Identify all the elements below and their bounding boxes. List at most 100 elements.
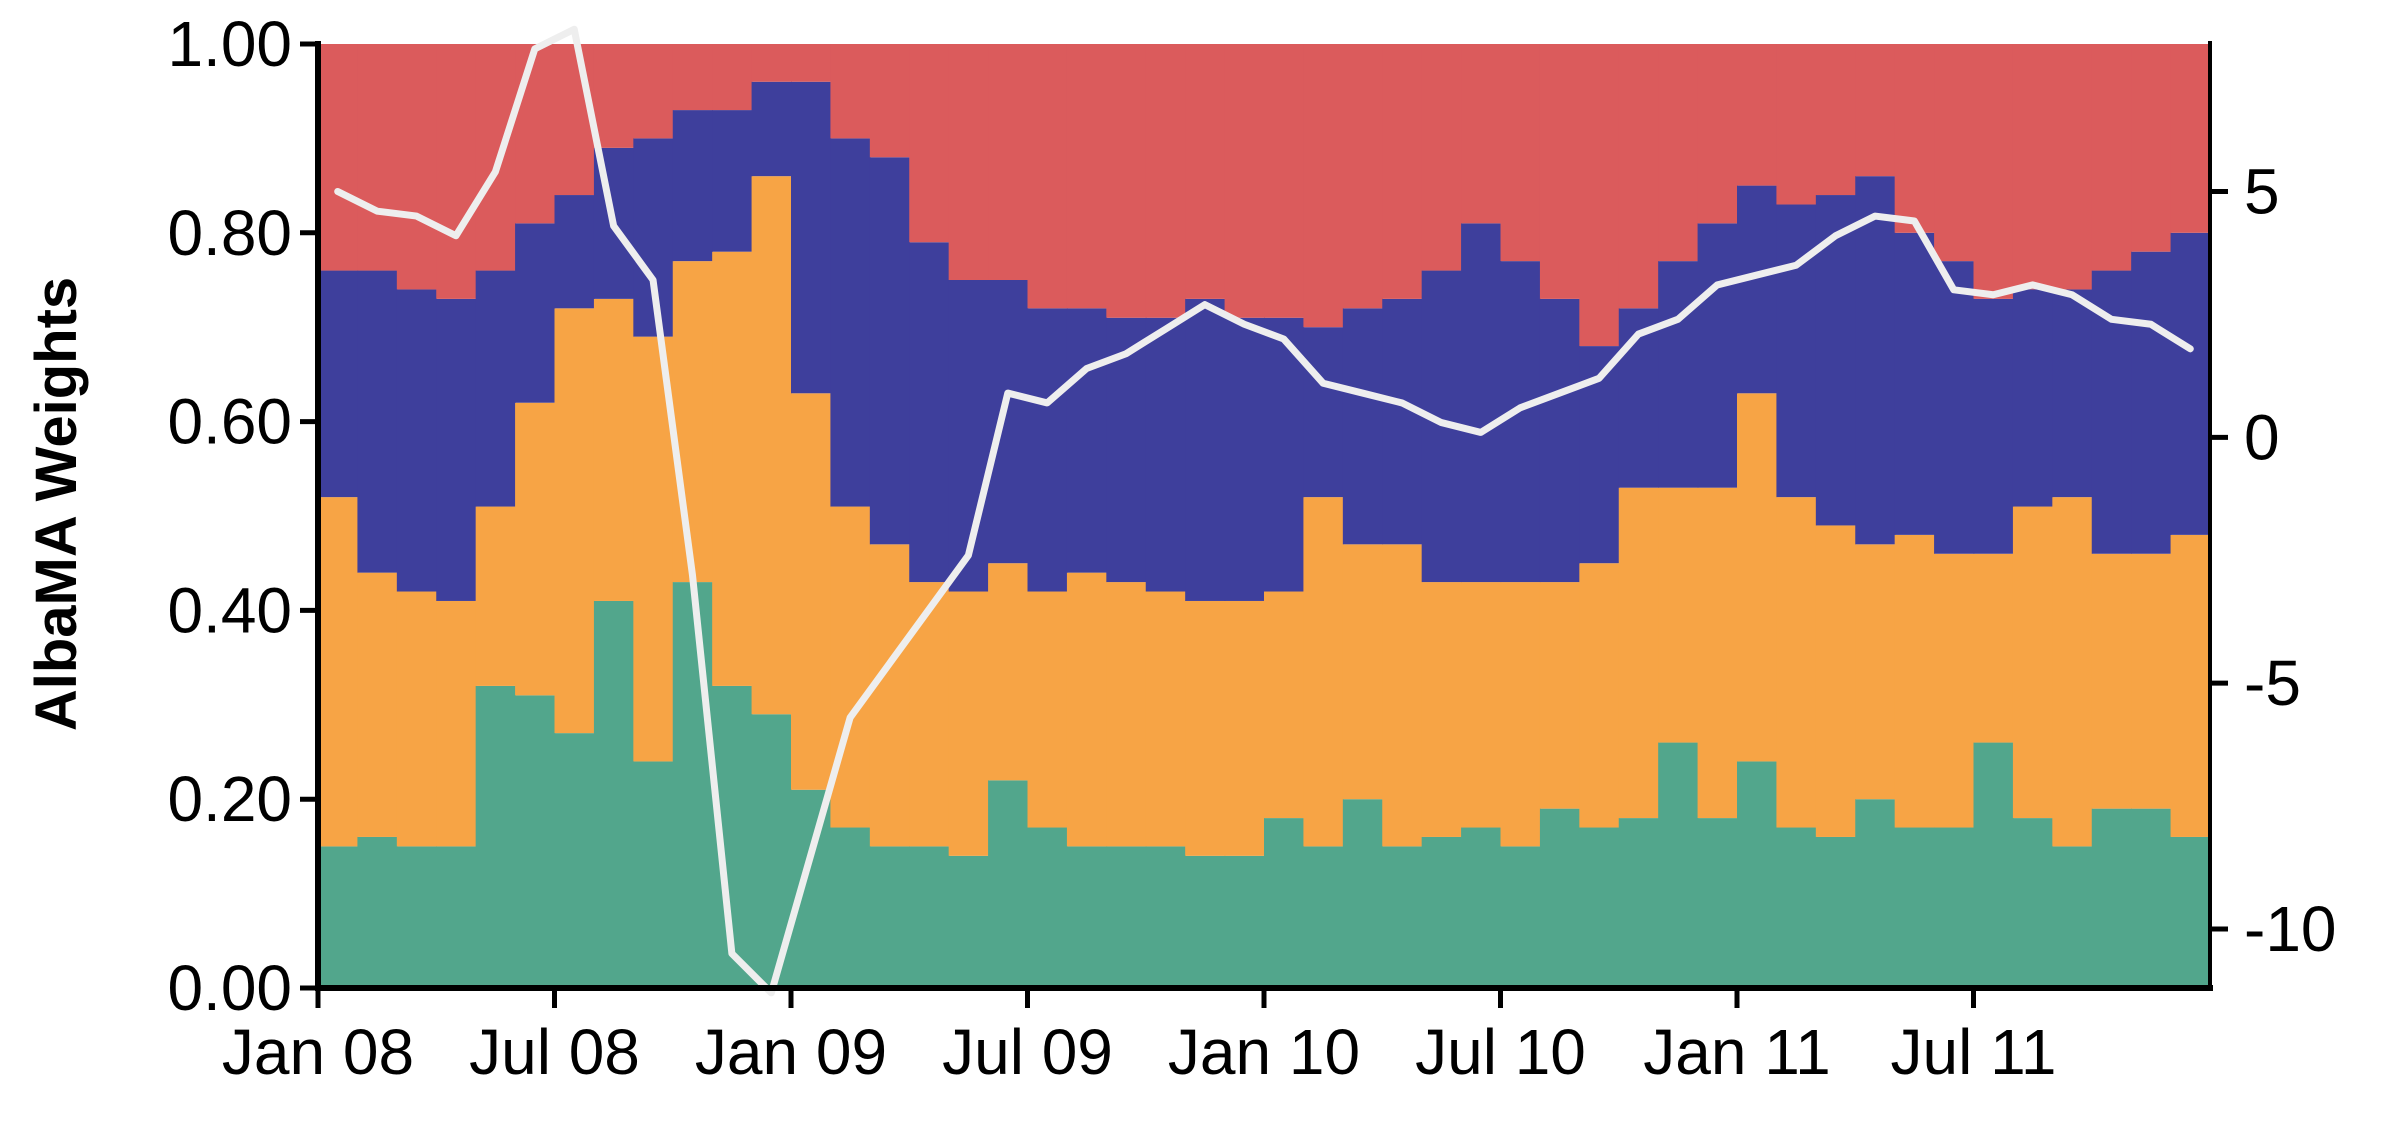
bar-segment-green	[396, 846, 438, 988]
bar-segment-orange	[909, 582, 950, 847]
bar-segment-orange	[1027, 591, 1068, 828]
bar-segment-green	[1618, 818, 1659, 988]
bar-segment-orange	[751, 176, 792, 715]
bar-segment-blue	[554, 195, 595, 309]
bar-segment-green	[1776, 827, 1817, 988]
bar-segment-blue	[515, 223, 556, 403]
bar-segment-green	[1145, 846, 1186, 988]
bar-segment-orange	[1815, 525, 1857, 837]
y-tick-label: 0.20	[167, 763, 292, 835]
y-tick-label: 0.60	[167, 386, 292, 458]
bar-segment-red	[515, 44, 556, 224]
bar-segment-red	[1618, 44, 1659, 309]
x-tick-label: Jan 10	[1168, 1016, 1360, 1088]
bar-segment-orange	[1776, 497, 1817, 828]
x-tick-label: Jan 11	[1643, 1016, 1830, 1088]
bar-segment-red	[1815, 44, 1857, 196]
bar-segment-orange	[1500, 582, 1541, 847]
bar-segment-orange	[475, 506, 516, 686]
bar-segment-green	[1973, 742, 2014, 988]
bar-segment-blue	[1500, 261, 1541, 583]
bar-segment-blue	[830, 138, 871, 507]
bar-segment-orange	[791, 393, 832, 790]
bar-segment-red	[791, 44, 832, 82]
bar-segment-red	[1421, 44, 1462, 271]
bar-segment-blue	[1264, 317, 1305, 592]
bar-segment-orange	[1106, 582, 1147, 847]
bar-segment-blue	[1461, 223, 1502, 583]
bar-segment-green	[830, 827, 871, 988]
bar-segment-blue	[2170, 232, 2211, 535]
bar-segment-orange	[1303, 497, 1344, 847]
bar-segment-orange	[1973, 553, 2014, 743]
bar-segment-blue	[1027, 308, 1068, 592]
bar-segment-green	[1579, 827, 1620, 988]
bar-segment-red	[1697, 44, 1738, 224]
bar-segment-blue	[1382, 298, 1423, 545]
bar-segment-green	[672, 582, 713, 988]
bar-segment-blue	[1185, 298, 1226, 601]
bar-segment-orange	[318, 497, 359, 847]
bar-segment-green	[1658, 742, 1699, 988]
bar-segment-red	[1027, 44, 1068, 309]
bar-segment-red	[2091, 44, 2132, 271]
bar-segment-red	[1658, 44, 1699, 262]
bar-segment-orange	[1579, 563, 1620, 828]
bar-segment-red	[633, 44, 674, 139]
bar-segment-green	[436, 846, 477, 988]
bar-segment-green	[1855, 799, 1896, 988]
bar-segment-green	[554, 733, 595, 988]
y-tick-label: 1.00	[167, 8, 292, 80]
bar-segment-orange	[357, 572, 398, 837]
x-tick-label: Jul 08	[469, 1016, 640, 1088]
y-tick-label: 0.40	[167, 574, 292, 646]
bar-segment-blue	[909, 242, 950, 583]
bar-segment-orange	[515, 402, 556, 696]
bar-segment-blue	[1145, 317, 1186, 592]
bar-segment-blue	[436, 298, 477, 601]
bar-segment-orange	[1658, 487, 1699, 743]
bar-segment-blue	[1224, 317, 1265, 601]
bar-segment-blue	[869, 157, 911, 545]
bar-segment-green	[1185, 855, 1226, 988]
bar-segment-red	[1185, 44, 1226, 299]
bar-segment-orange	[1855, 544, 1896, 800]
bar-segment-orange	[1185, 600, 1226, 856]
bar-segment-blue	[791, 81, 832, 394]
bar-segment-orange	[593, 298, 635, 601]
bar-segment-red	[1461, 44, 1502, 224]
x-tick-label: Jan 08	[222, 1016, 414, 1088]
bar-segment-red	[672, 44, 713, 111]
bar-segment-red	[1303, 44, 1344, 328]
bar-segment-blue	[357, 270, 398, 573]
bar-segment-orange	[1264, 591, 1305, 819]
bar-segment-red	[318, 44, 359, 271]
bar-segment-orange	[1066, 572, 1108, 847]
bar-segment-red	[1894, 44, 1935, 233]
bar-segment-red	[1539, 44, 1581, 299]
y2-tick-label: -10	[2244, 893, 2337, 965]
bar-segment-red	[869, 44, 911, 158]
bar-segment-red	[2052, 44, 2093, 290]
bar-segment-red	[436, 44, 477, 299]
bar-segment-green	[1815, 836, 1857, 988]
bar-segment-green	[593, 600, 635, 988]
bar-segment-green	[357, 836, 398, 988]
bar-segment-orange	[1934, 553, 1975, 828]
overlay-line	[334, 25, 2194, 997]
bar-segment-red	[357, 44, 398, 271]
bar-segment-red	[1776, 44, 1817, 205]
bar-segment-blue	[751, 81, 792, 177]
bar-segment-orange	[988, 563, 1029, 781]
bar-segment-orange	[1697, 487, 1738, 819]
bar-segment-orange	[672, 261, 713, 583]
bar-segment-orange	[2091, 553, 2132, 809]
bar-segment-blue	[1855, 176, 1896, 545]
bar-segment-orange	[1421, 582, 1462, 837]
bar-segment-red	[830, 44, 871, 139]
overlay-line-group	[334, 25, 2194, 997]
bar-segment-green	[1697, 818, 1738, 988]
bar-segment-red	[1737, 44, 1778, 186]
bar-segment-blue	[1303, 327, 1344, 498]
